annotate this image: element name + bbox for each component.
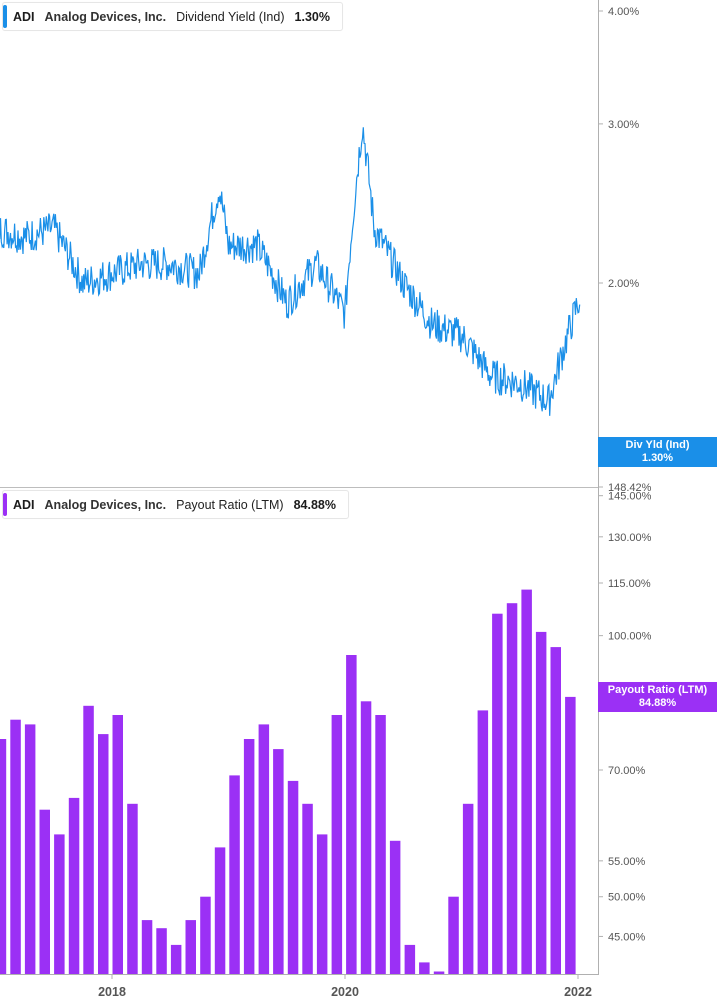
payout-bar <box>243 739 255 974</box>
y-tick-label: 70.00% <box>608 765 646 777</box>
legend-color-bar <box>3 493 7 516</box>
payout-bar <box>331 715 343 974</box>
payout-bar <box>141 920 153 974</box>
payout-bar <box>550 647 561 974</box>
payout-bar <box>521 589 532 974</box>
legend-ticker: ADI <box>13 497 35 512</box>
payout-bar <box>24 724 36 974</box>
dividend-yield-line <box>0 127 581 416</box>
payout-bar <box>404 944 416 974</box>
legend-color-bar <box>3 5 7 28</box>
payout-bar <box>316 834 328 974</box>
y-tick-label: 100.00% <box>608 631 652 643</box>
payout-bar <box>462 803 474 974</box>
legend-metric: Payout Ratio (LTM) <box>176 497 284 512</box>
payout-bar <box>98 734 109 974</box>
payout-bar <box>83 705 94 974</box>
y-tick-label: 3.00% <box>608 119 639 131</box>
payout-bar <box>535 631 547 974</box>
payout-bar <box>433 971 445 974</box>
payout-bar <box>214 847 226 974</box>
payout-bar <box>0 739 7 974</box>
top-legend: ADI Analog Devices, Inc. Dividend Yield … <box>2 2 343 31</box>
flag-value: 84.88% <box>638 696 677 709</box>
legend-company: Analog Devices, Inc. <box>44 9 167 24</box>
payout-bar <box>258 724 270 974</box>
payout-bar <box>419 962 430 974</box>
payout-bar <box>375 715 386 974</box>
payout-value-flag: Payout Ratio (LTM) 84.88% <box>598 682 717 712</box>
flag-label: Div Yld (Ind) <box>625 439 690 451</box>
legend-company: Analog Devices, Inc. <box>44 497 167 512</box>
payout-bar <box>448 896 459 974</box>
payout-bar <box>492 613 503 974</box>
payout-bar <box>229 775 240 974</box>
y-tick-label: 55.00% <box>608 856 646 868</box>
payout-bar <box>287 780 299 974</box>
yield-value-flag: Div Yld (Ind) 1.30% <box>598 437 717 467</box>
x-tick-label: 2022 <box>564 985 592 999</box>
legend-value: 84.88% <box>293 497 336 512</box>
payout-bar <box>506 603 518 974</box>
payout-bar <box>127 803 138 974</box>
payout-bar <box>346 655 357 974</box>
x-tick-label: 2020 <box>331 985 359 999</box>
y-tick-label: 2.00% <box>608 278 639 290</box>
payout-bar <box>170 944 182 974</box>
payout-bar <box>273 749 284 974</box>
payout-bar <box>54 834 65 974</box>
y-tick-label: 130.00% <box>608 532 652 544</box>
payout-bar <box>200 896 211 974</box>
legend-value: 1.30% <box>294 9 330 24</box>
flag-label: Payout Ratio (LTM) <box>607 684 708 696</box>
payout-bar <box>156 928 167 974</box>
payout-bar <box>302 803 313 974</box>
legend-ticker: ADI <box>13 9 35 24</box>
flag-value: 1.30% <box>641 451 674 464</box>
y-tick-label: 115.00% <box>608 578 651 590</box>
payout-bar <box>112 715 123 974</box>
y-tick-label: 50.00% <box>608 892 646 904</box>
payout-bar <box>68 797 80 974</box>
y-tick-label: 4.00% <box>608 6 639 18</box>
y-tick-label: 45.00% <box>608 931 646 943</box>
payout-bar <box>360 701 372 974</box>
payout-bar <box>477 710 489 974</box>
payout-bar <box>10 719 21 974</box>
payout-bar <box>39 809 50 974</box>
payout-bar <box>565 696 576 974</box>
payout-bar <box>389 840 401 974</box>
payout-bar <box>185 920 196 974</box>
bottom-legend: ADI Analog Devices, Inc. Payout Ratio (L… <box>2 490 349 519</box>
legend-metric: Dividend Yield (Ind) <box>176 9 285 24</box>
x-tick-label: 2018 <box>98 985 126 999</box>
y-tick-label: 145.00% <box>608 491 652 503</box>
y-axis-min-label: 148.42% <box>608 482 652 494</box>
